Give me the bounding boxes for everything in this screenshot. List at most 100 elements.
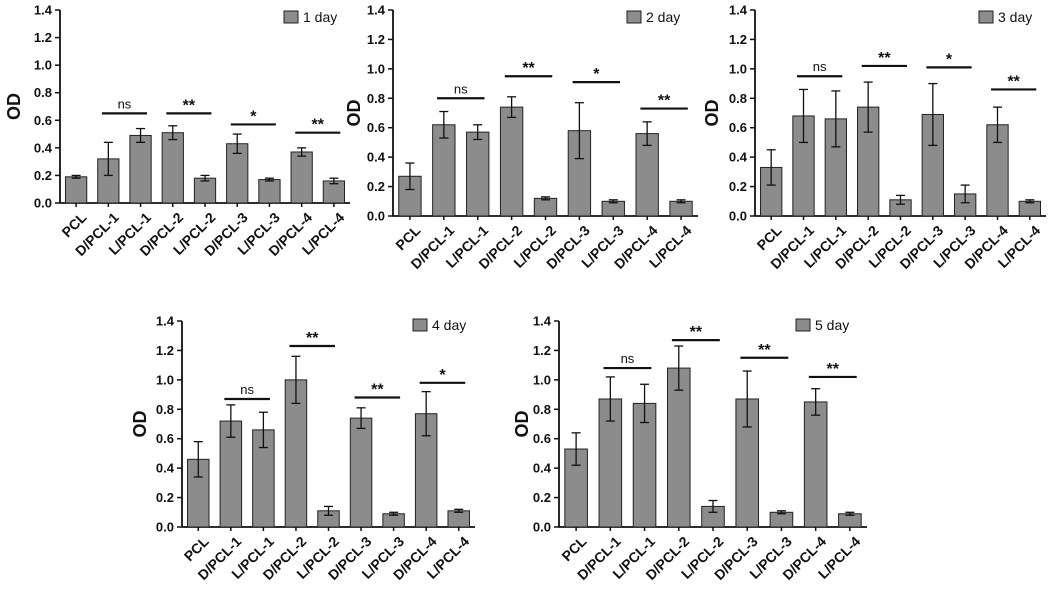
y-tick-label: 0.4 — [34, 140, 53, 155]
significance-marker: * — [572, 66, 621, 84]
y-tick-label: 1.0 — [367, 61, 385, 76]
y-tick-label: 1.4 — [533, 314, 552, 329]
y-tick-label: 1.2 — [729, 32, 747, 47]
error-bar — [454, 508, 464, 513]
significance-label: ** — [878, 50, 891, 67]
legend: 2 day — [626, 9, 680, 25]
error-bar — [640, 383, 650, 424]
chart-panel-1: 0.00.20.40.60.81.01.21.4ODPCLD/PCL-1L/PC… — [4, 3, 350, 259]
bar-d-pcl-4 — [290, 151, 313, 204]
significance-marker: ns — [224, 382, 270, 401]
y-tick-label: 1.2 — [367, 32, 385, 47]
error-bar — [863, 81, 873, 133]
y-axis-label: OD — [512, 410, 532, 437]
error-bar — [168, 125, 178, 141]
y-tick-label: 1.0 — [156, 372, 174, 387]
chart-panel-5: 0.00.20.40.60.81.01.21.4ODPCLD/PCL-1L/PC… — [512, 314, 867, 583]
chart-panel-2: 0.00.20.40.60.81.01.21.4ODPCLD/PCL-1L/PC… — [344, 3, 698, 272]
legend-label: 3 day — [998, 9, 1032, 25]
y-tick-label: 0.8 — [156, 402, 174, 417]
significance-marker: ** — [808, 361, 857, 379]
significance-label: * — [250, 108, 257, 125]
legend-label: 5 day — [815, 317, 849, 333]
significance-marker: ns — [101, 96, 147, 115]
error-bar — [799, 88, 808, 144]
y-tick-label: 0.6 — [533, 431, 551, 446]
y-tick-label: 0.4 — [729, 150, 748, 165]
significance-marker: ** — [504, 60, 553, 78]
error-bar — [605, 376, 615, 422]
significance-label: ns — [621, 351, 635, 366]
y-axis-label: OD — [130, 410, 150, 437]
significance-label: ** — [522, 60, 535, 77]
significance-label: ns — [454, 81, 468, 96]
significance-marker: ** — [740, 342, 789, 359]
significance-label: * — [439, 367, 446, 384]
significance-marker: * — [926, 51, 972, 69]
error-bar — [291, 355, 301, 405]
significance-label: ** — [183, 97, 196, 114]
y-tick-label: 0.6 — [367, 120, 385, 135]
significance-label: ns — [813, 59, 827, 74]
y-tick-label: 0.6 — [729, 120, 747, 135]
bar-d-pcl-2 — [499, 106, 524, 217]
significance-marker: ** — [640, 93, 688, 110]
error-bar — [136, 127, 146, 143]
y-tick-label: 0.0 — [533, 520, 551, 535]
chart-panel-4: 0.00.20.40.60.81.01.21.4ODPCLD/PCL-1L/PC… — [130, 314, 475, 583]
y-tick-label: 0.8 — [729, 91, 747, 106]
error-bar — [439, 110, 449, 139]
error-bar — [297, 147, 307, 157]
significance-marker: ns — [797, 59, 843, 78]
significance-label: ** — [371, 382, 384, 399]
bar-l-pcl-3 — [769, 511, 794, 528]
legend-swatch — [626, 10, 642, 24]
error-bar — [571, 432, 581, 466]
bar-d-pcl-4 — [803, 401, 828, 528]
y-tick-label: 0.0 — [729, 209, 747, 224]
error-bar — [324, 505, 333, 516]
y-tick-label: 0.6 — [156, 431, 174, 446]
bar-l-pcl-4 — [447, 510, 470, 528]
error-bar — [776, 510, 786, 515]
error-bar — [674, 345, 684, 391]
legend: 4 day — [412, 317, 466, 333]
error-bar — [541, 196, 550, 201]
error-bar — [811, 388, 821, 416]
legend: 5 day — [795, 317, 849, 333]
y-tick-label: 1.0 — [34, 58, 52, 73]
bar-l-pcl-4 — [1018, 200, 1042, 217]
legend-swatch — [283, 10, 299, 24]
error-bar — [708, 499, 718, 513]
significance-marker: ** — [289, 330, 336, 348]
legend-label: 1 day — [303, 9, 337, 25]
bar-l-pcl-3 — [601, 200, 625, 217]
legend: 1 day — [283, 9, 337, 25]
bar-l-pcl-1 — [466, 131, 490, 217]
y-tick-label: 1.4 — [156, 314, 175, 329]
legend-swatch — [412, 318, 428, 332]
legend: 3 day — [978, 9, 1032, 25]
y-tick-label: 0.0 — [156, 520, 174, 535]
y-tick-label: 0.4 — [156, 461, 175, 476]
significance-label: ** — [1007, 73, 1020, 90]
y-tick-label: 0.4 — [533, 461, 552, 476]
y-tick-label: 1.2 — [34, 30, 52, 45]
error-bar — [226, 404, 236, 438]
error-bar — [676, 199, 686, 204]
bar-d-pcl-2 — [161, 132, 184, 204]
significance-label: ** — [758, 342, 771, 359]
y-axis-label: OD — [702, 99, 722, 126]
legend-label: 4 day — [432, 317, 466, 333]
y-tick-label: 0.8 — [533, 402, 551, 417]
y-tick-label: 0.0 — [34, 196, 52, 211]
significance-marker: ** — [671, 324, 720, 342]
legend-swatch — [978, 10, 994, 24]
error-bar — [1025, 199, 1035, 204]
significance-label: ** — [658, 93, 671, 110]
y-tick-label: 0.2 — [729, 179, 747, 194]
significance-label: ns — [240, 382, 254, 397]
chart-panel-3: 0.00.20.40.60.81.01.21.4ODPCLD/PCL-1L/PC… — [702, 3, 1046, 272]
significance-marker: ns — [437, 81, 485, 100]
significance-label: ns — [118, 96, 132, 111]
